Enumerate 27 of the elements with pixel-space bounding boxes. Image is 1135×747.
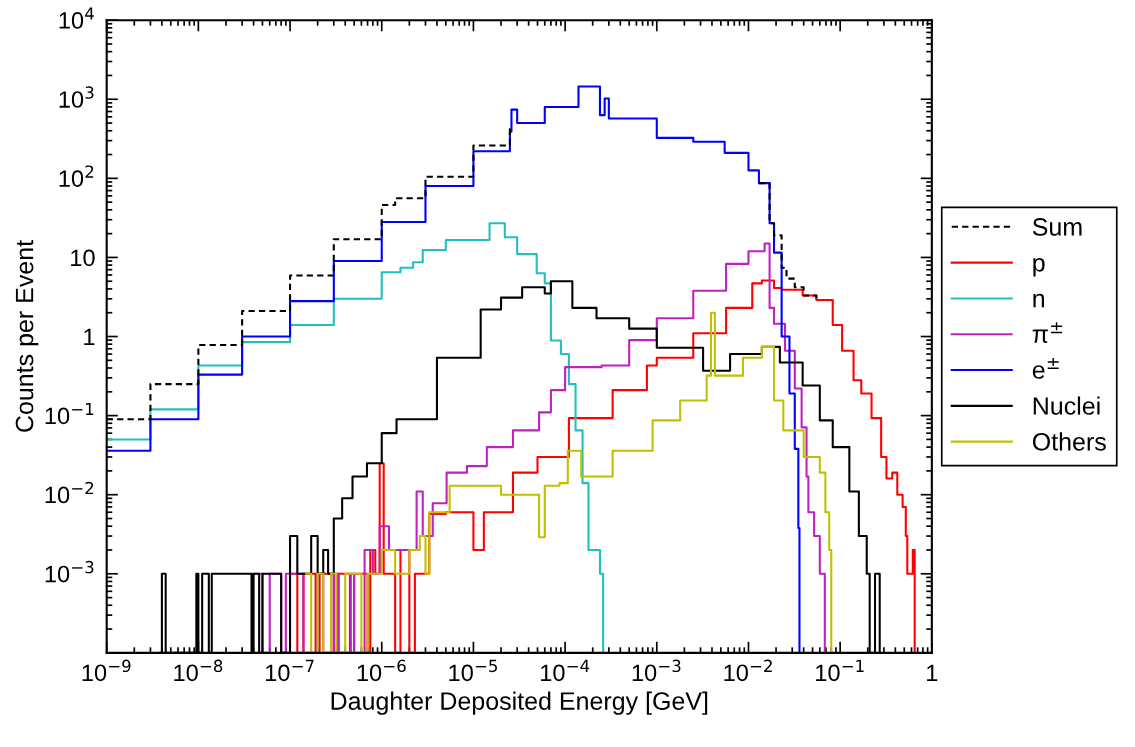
x-tick-label: 10$^{−7}$: [266, 659, 314, 682]
legend-label: e$^{±}$: [1032, 358, 1059, 379]
legend-label: Others: [1032, 432, 1106, 451]
x-tick-label: 10$^{−8}$: [174, 659, 223, 682]
legend-label: n: [1033, 293, 1045, 308]
y-tick-label: 10$^{−3}$: [45, 560, 94, 583]
x-tick-label: 10$^{−6}$: [357, 659, 406, 682]
x-tick-label: 10$^{−5}$: [449, 659, 497, 682]
y-tick-label: 1: [84, 328, 95, 346]
y-tick-label: 10$^{4}$: [59, 7, 94, 29]
x-tick-label: 1: [927, 664, 938, 682]
x-tick-label: 10$^{−1}$: [816, 659, 864, 682]
legend-label: Nuclei: [1033, 396, 1100, 415]
x-tick-label: 10$^{−4}$: [541, 659, 590, 682]
legend-label: p: [1033, 257, 1045, 277]
y-tick-label: 10: [71, 249, 95, 267]
y-tick-label: 10$^{2}$: [59, 165, 94, 187]
y-axis-title: Counts per Event: [15, 240, 39, 432]
legend-label: Sum: [1032, 218, 1082, 236]
y-tick-label: 10$^{−1}$: [45, 402, 94, 425]
x-axis-title: Daughter Deposited Energy [GeV]: [331, 691, 708, 715]
x-tick-label: 10$^{−9}$: [82, 659, 131, 682]
x-tick-label: 10$^{−3}$: [632, 659, 681, 682]
legend-label: π$^{±}$: [1032, 322, 1063, 344]
y-tick-label: 10$^{−2}$: [45, 481, 94, 504]
x-tick-label: 10$^{−2}$: [724, 659, 772, 682]
y-tick-label: 10$^{3}$: [59, 86, 94, 108]
